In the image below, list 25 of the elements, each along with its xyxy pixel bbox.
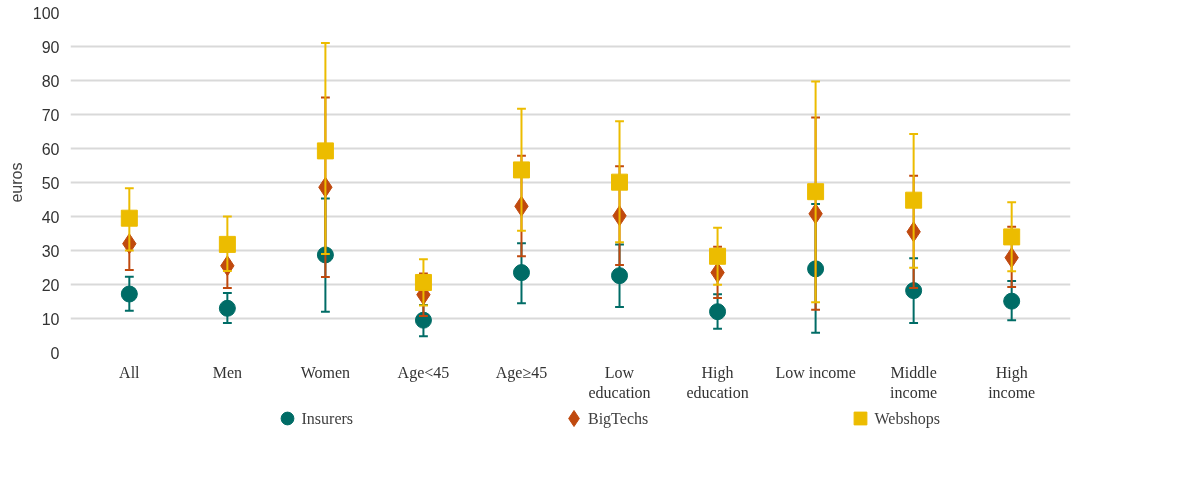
y-tick-label: 60 [41, 140, 60, 158]
y-tick-label: 40 [41, 208, 60, 226]
y-tick-label: 50 [41, 174, 60, 192]
x-tick-label: Age≥45 [495, 363, 548, 382]
y-tick-label: 10 [41, 310, 60, 328]
y-tick-label: 80 [41, 72, 60, 90]
x-tick-label: High education [686, 363, 749, 401]
x-tick-label: Men [212, 363, 243, 381]
x-tick-label: All [119, 363, 141, 381]
y-tick-label: 100 [32, 4, 60, 22]
y-tick-label: 90 [41, 38, 60, 56]
y-tick-label: 70 [41, 106, 60, 124]
legend-label: Webshops [874, 410, 940, 428]
y-axis-title: euros [7, 162, 25, 203]
legend-label: BigTechs [588, 410, 649, 428]
legend-label: Insurers [301, 410, 354, 427]
x-tick-label: Low income [775, 363, 856, 381]
x-tick-label: Age<45 [397, 363, 450, 382]
x-tick-label: Middle income [890, 363, 938, 401]
x-tick-label: High income [988, 363, 1036, 401]
y-tick-label: 30 [41, 242, 60, 260]
x-tick-label: Women [300, 363, 351, 381]
y-tick-label: 0 [50, 344, 60, 362]
x-tick-label: Low education [588, 363, 651, 401]
y-tick-label: 20 [41, 276, 60, 294]
